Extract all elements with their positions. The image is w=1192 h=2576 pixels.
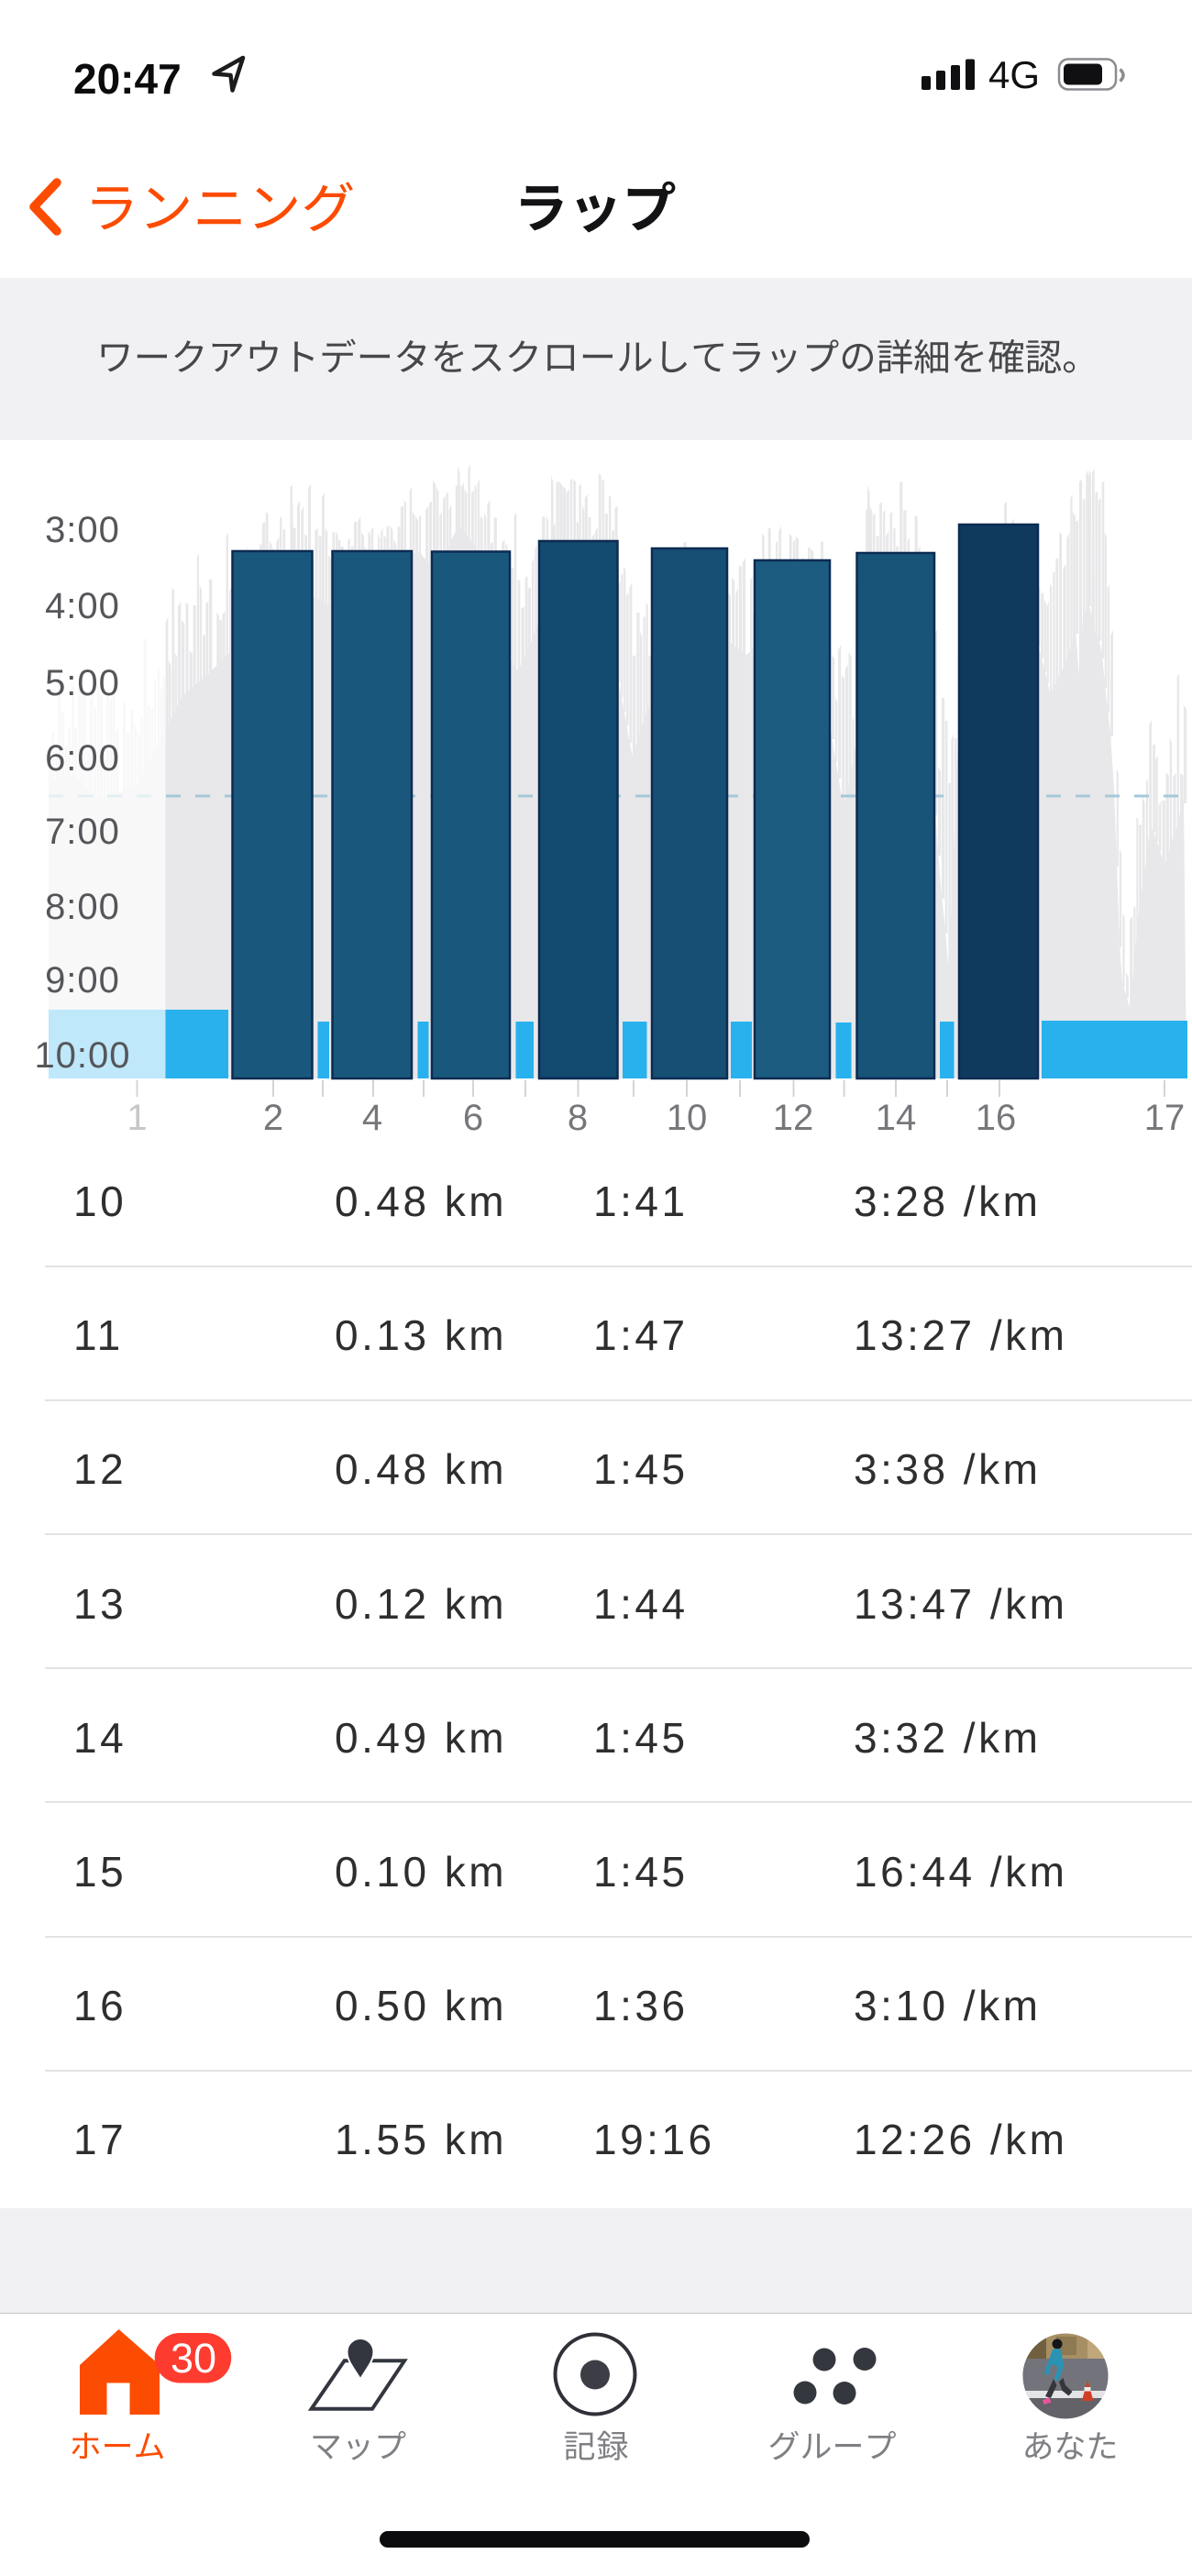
- svg-text:10:00: 10:00: [34, 1035, 130, 1076]
- svg-text:4:00: 4:00: [45, 586, 120, 626]
- svg-text:10: 10: [667, 1098, 708, 1138]
- svg-text:7:00: 7:00: [45, 812, 120, 852]
- svg-text:4: 4: [362, 1098, 382, 1138]
- svg-text:17: 17: [1144, 1098, 1186, 1138]
- svg-text:14: 14: [876, 1098, 917, 1138]
- svg-text:9:00: 9:00: [45, 960, 120, 1001]
- svg-text:4G: 4G: [988, 53, 1040, 96]
- svg-text:6:00: 6:00: [45, 738, 120, 779]
- svg-text:8: 8: [568, 1098, 588, 1138]
- svg-text:3:00: 3:00: [45, 510, 120, 550]
- svg-text:16: 16: [976, 1098, 1017, 1138]
- svg-text:8:00: 8:00: [45, 887, 120, 927]
- svg-text:1: 1: [127, 1098, 147, 1138]
- svg-text:5:00: 5:00: [45, 663, 120, 703]
- svg-text:6: 6: [463, 1098, 483, 1138]
- svg-text:2: 2: [263, 1098, 283, 1138]
- svg-text:30: 30: [171, 2335, 216, 2382]
- svg-text:12: 12: [773, 1098, 814, 1138]
